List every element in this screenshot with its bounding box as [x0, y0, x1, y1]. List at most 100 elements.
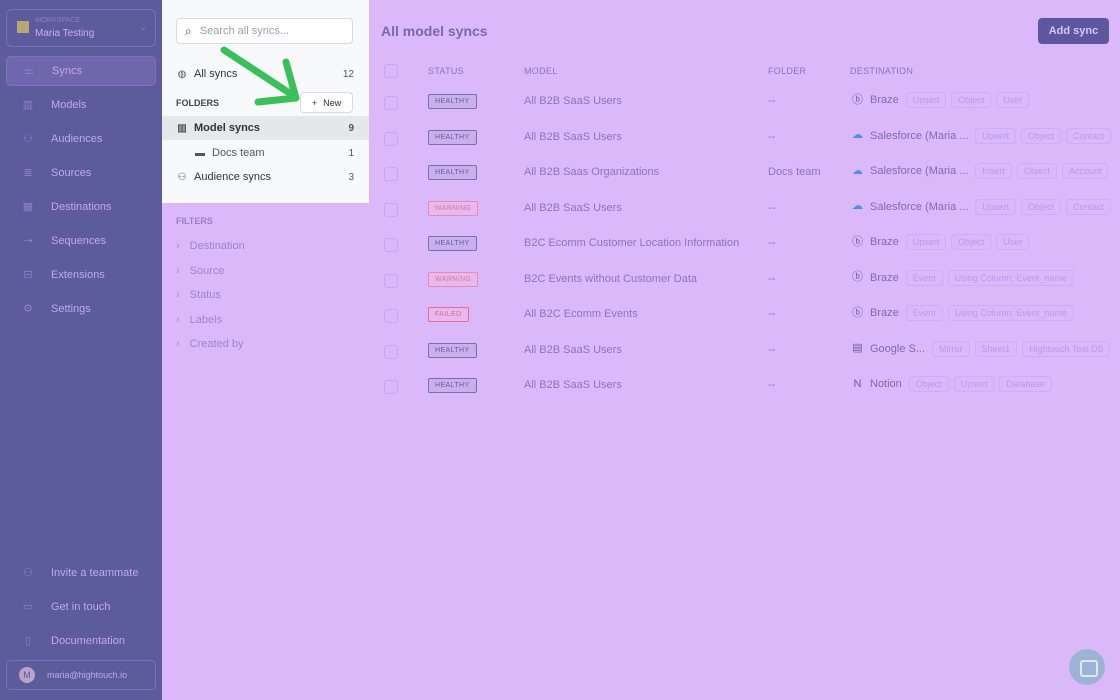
folder-audience-syncs[interactable]: ⚇ Audience syncs 3 [162, 165, 369, 189]
sidebar-item-label: Invite a teammate [51, 567, 139, 579]
sidebar-item-label: Syncs [52, 65, 82, 77]
table-row[interactable]: WARNING All B2B SaaS Users -- ☁ Salesforc… [369, 193, 1120, 228]
google-sheets-icon: ▤ [852, 342, 863, 354]
user-plus-icon: ⚇ [23, 567, 33, 579]
sidebar-item-destinations[interactable]: ▦ Destinations [6, 192, 156, 222]
new-folder-button[interactable]: + New [300, 92, 353, 113]
filter-created-by[interactable]: › Created by [176, 338, 243, 350]
salesforce-icon: ☁ [852, 200, 863, 212]
salesforce-icon: ☁ [852, 164, 863, 177]
chat-widget-button[interactable] [1069, 649, 1105, 685]
destination-tag: Contact [1065, 198, 1111, 215]
green-arrow-annotation [220, 46, 300, 106]
sidebar-item-invite-a-teammate[interactable]: ⚇ Invite a teammate [6, 558, 156, 588]
table-row[interactable]: HEALTHY All B2B SaaS Users -- ▤ Google S.… [369, 335, 1120, 370]
sidebar-item-label: Sequences [51, 235, 107, 247]
destination-tag: User [996, 234, 1030, 250]
plus-icon: + [311, 97, 318, 108]
row-checkbox[interactable] [384, 131, 398, 146]
sidebar: WORKSPACE Maria Testing ⌄ ⚌ Syncs ▥ Models ⚇… [0, 0, 162, 700]
filter-labels[interactable]: › Labels [176, 314, 222, 326]
sidebar-item-get-in-touch[interactable]: ▭ Get in touch [6, 592, 156, 622]
header-status[interactable]: STATUS [428, 66, 464, 76]
braze-icon: ⓑ [852, 271, 863, 283]
model-name: B2C Ecomm Customer Location Information [524, 237, 740, 249]
users-icon: ⚇ [177, 171, 187, 183]
sidebar-item-models[interactable]: ▥ Models [6, 90, 156, 120]
sidebar-item-sequences[interactable]: ⇢ Sequences [6, 226, 156, 256]
folder-name: -- [768, 237, 776, 249]
sidebar-item-sources[interactable]: ≣ Sources [6, 158, 156, 188]
header-destination[interactable]: DESTINATION [850, 66, 914, 76]
destination-tag: Object [1020, 198, 1061, 215]
filter-source[interactable]: › Source [176, 265, 225, 277]
destination-tag: Event [905, 305, 943, 321]
arrow-icon: ⇢ [23, 235, 33, 247]
filter-destination[interactable]: › Destination [176, 240, 245, 252]
header-model[interactable]: MODEL [524, 66, 558, 76]
row-checkbox[interactable] [384, 273, 398, 288]
sidebar-item-label: Models [51, 99, 87, 111]
row-checkbox[interactable] [384, 167, 398, 181]
sidebar-item-extensions[interactable]: ⊟ Extensions [6, 260, 156, 290]
row-checkbox[interactable] [384, 96, 398, 110]
destination-tag: Sheet1 [974, 340, 1018, 357]
chart-icon: ▥ [177, 122, 187, 134]
table-row[interactable]: WARNING B2C Events without Customer Data… [369, 264, 1120, 299]
folder-panel: ⌕ Search all syncs... ◍ All syncs 12 FOL… [162, 0, 369, 203]
destination: ▤ Google S... Mirror Sheet1 Hightouch Test D… [850, 340, 1111, 357]
sidebar-item-documentation[interactable]: ▯ Documentation [6, 626, 156, 656]
row-checkbox[interactable] [384, 309, 398, 323]
status-badge: HEALTHY [428, 342, 477, 358]
add-sync-button[interactable]: Add sync [1038, 18, 1109, 44]
table-row[interactable]: FAILED All B2C Ecomm Events -- ⓑ Braze Eve… [369, 299, 1120, 334]
folder-name: -- [768, 272, 776, 285]
sidebar-item-label: Destinations [51, 201, 112, 213]
destination-tag: Object [1016, 163, 1057, 179]
search-input[interactable]: ⌕ Search all syncs... [176, 18, 353, 44]
folder-count: 1 [348, 147, 354, 159]
user-menu[interactable]: M maria@hightouch.io [6, 660, 156, 690]
folder-model-syncs[interactable]: ▥ Model syncs 9 [162, 116, 369, 140]
destination: ⓑ Braze Event Using Column: Event_name [850, 269, 1074, 286]
folder-name: -- [768, 379, 776, 391]
table-row[interactable]: HEALTHY All B2B SaaS Users -- ⓑ Braze Upse… [369, 86, 1120, 121]
destination-tag: Mirror [932, 340, 970, 357]
notion-icon: N [853, 377, 862, 390]
folder-name: -- [768, 201, 776, 214]
all-syncs-item[interactable]: ◍ All syncs 12 [162, 62, 369, 86]
status-badge: HEALTHY [428, 165, 477, 180]
table-row[interactable]: HEALTHY All B2B SaaS Users -- ☁ Salesforc… [369, 122, 1120, 157]
workspace-switcher[interactable]: WORKSPACE Maria Testing ⌄ [6, 9, 156, 47]
sidebar-item-label: Get in touch [51, 601, 111, 613]
folder-label: Model syncs [194, 122, 261, 134]
sidebar-item-settings[interactable]: ⚙ Settings [6, 294, 156, 324]
destination: ⓑ Braze Event Using Column: Event_name [850, 305, 1074, 321]
row-checkbox[interactable] [384, 344, 398, 359]
model-name: All B2B SaaS Users [524, 130, 622, 143]
sidebar-item-syncs[interactable]: ⚌ Syncs [6, 56, 156, 86]
table-row[interactable]: HEALTHY B2C Ecomm Customer Location Info… [369, 228, 1120, 263]
grid-icon: ▦ [22, 201, 34, 213]
status-badge: HEALTHY [428, 94, 477, 109]
model-name: All B2C Ecomm Events [524, 308, 638, 320]
folder-name: -- [768, 95, 776, 107]
header-folder[interactable]: FOLDER [768, 66, 807, 76]
destination-name: Salesforce (Maria ... [870, 200, 969, 213]
folder-docs-team[interactable]: ▬ Docs team 1 [162, 141, 369, 165]
table-row[interactable]: HEALTHY All B2B Saas Organizations Docs … [369, 157, 1120, 192]
model-name: All B2B SaaS Users [524, 201, 622, 214]
filter-status[interactable]: › Status [176, 289, 221, 301]
select-all-checkbox[interactable] [384, 64, 398, 78]
table-row[interactable]: HEALTHY All B2B SaaS Users -- N Notion Obj… [369, 370, 1120, 405]
chevron-right-icon: › [176, 289, 180, 301]
row-checkbox[interactable] [384, 238, 398, 252]
salesforce-icon: ☁ [852, 129, 863, 141]
row-checkbox[interactable] [384, 202, 398, 217]
destination-name: Braze [870, 94, 899, 106]
sidebar-item-audiences[interactable]: ⚇ Audiences [6, 124, 156, 154]
status-badge: HEALTHY [428, 378, 477, 393]
chevron-right-icon: › [176, 313, 180, 326]
row-checkbox[interactable] [384, 380, 398, 394]
sidebar-item-label: Settings [51, 303, 91, 315]
